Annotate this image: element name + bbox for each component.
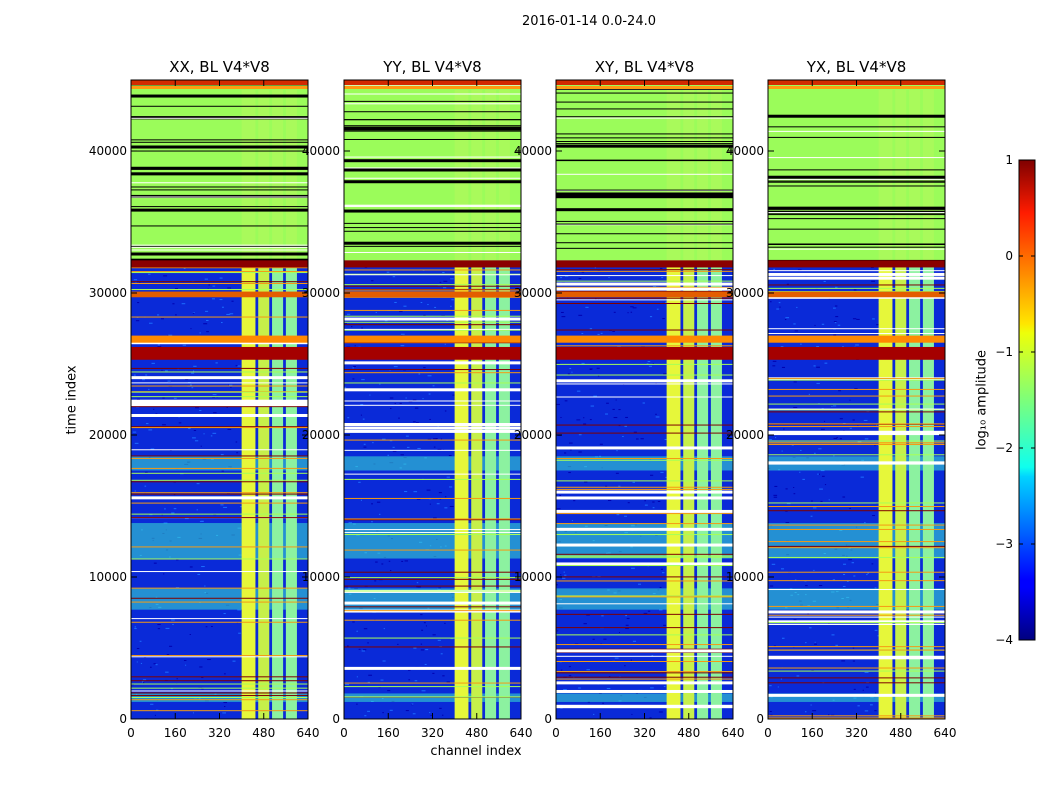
figure-title: 2016-01-14 0.0-24.0 <box>522 14 656 29</box>
panel-title-xx: XX, BL V4*V8 <box>169 58 270 76</box>
x-tick-label: 480 <box>677 726 700 740</box>
x-tick-label: 0 <box>764 726 772 740</box>
y-tick-label: 20000 <box>514 428 552 442</box>
x-tick-label: 480 <box>252 726 275 740</box>
x-tick-label: 160 <box>589 726 612 740</box>
colorbar-tick-label: −4 <box>995 633 1013 647</box>
panel-title-xy: XY, BL V4*V8 <box>594 58 695 76</box>
x-tick-label: 160 <box>801 726 824 740</box>
x-tick-label: 0 <box>127 726 135 740</box>
x-tick-label: 160 <box>377 726 400 740</box>
y-tick-label: 20000 <box>302 428 340 442</box>
y-tick-label: 10000 <box>302 570 340 584</box>
x-tick-label: 0 <box>340 726 348 740</box>
x-tick-label: 480 <box>889 726 912 740</box>
y-tick-label: 30000 <box>302 286 340 300</box>
y-tick-label: 0 <box>119 712 127 726</box>
y-tick-label: 0 <box>332 712 340 726</box>
y-tick-label: 10000 <box>726 570 764 584</box>
colorbar-gradient <box>1018 159 1036 641</box>
y-tick-label: 30000 <box>514 286 552 300</box>
heatmap-panels: 0 160 320 480 640 0 10000 20000 30000 40000 0 160 32… <box>89 79 957 740</box>
x-tick-label: 0 <box>552 726 560 740</box>
colorbar-ticks: −4 −3 −2 −1 0 1 <box>995 153 1035 647</box>
heatmap-panel-yx: 0 160 320 480 640 0 10000 20000 30000 40000 <box>726 79 957 740</box>
y-tick-label: 10000 <box>89 570 127 584</box>
y-tick-label: 20000 <box>726 428 764 442</box>
y-tick-label: 30000 <box>89 286 127 300</box>
y-tick-label: 30000 <box>726 286 764 300</box>
colorbar-tick-label: −3 <box>995 537 1013 551</box>
panel-title-yx: YX, BL V4*V8 <box>806 58 907 76</box>
colorbar-label: log₁₀ amplitude <box>974 349 990 451</box>
y-tick-label: 10000 <box>514 570 552 584</box>
x-tick-label: 640 <box>297 726 320 740</box>
y-tick-label: 40000 <box>89 144 127 158</box>
x-tick-label: 320 <box>208 726 231 740</box>
heatmap-panel-xy: 0 160 320 480 640 0 10000 20000 30000 40000 <box>514 79 745 740</box>
y-tick-label: 20000 <box>89 428 127 442</box>
colorbar-tick-label: 0 <box>1005 249 1013 263</box>
colorbar-tick-label: −1 <box>995 345 1013 359</box>
x-tick-label: 640 <box>934 726 957 740</box>
x-tick-label: 320 <box>845 726 868 740</box>
y-tick-label: 40000 <box>726 144 764 158</box>
x-tick-label: 640 <box>510 726 533 740</box>
heatmap-panel-yy: 0 160 320 480 640 0 10000 20000 30000 40000 <box>302 79 533 740</box>
colorbar-tick-label: 1 <box>1005 153 1013 167</box>
heatmap-panel-xx: 0 160 320 480 640 0 10000 20000 30000 40000 <box>89 79 320 740</box>
x-axis-label: channel index <box>430 744 522 759</box>
x-tick-label: 480 <box>465 726 488 740</box>
y-tick-label: 0 <box>756 712 764 726</box>
y-tick-label: 40000 <box>302 144 340 158</box>
x-tick-label: 320 <box>421 726 444 740</box>
y-axis-label: time index <box>64 365 80 435</box>
colorbar: −4 −3 −2 −1 0 1 <box>995 153 1036 647</box>
y-tick-label: 40000 <box>514 144 552 158</box>
x-tick-label: 640 <box>722 726 745 740</box>
panel-title-yy: YY, BL V4*V8 <box>383 58 482 76</box>
colorbar-tick-label: −2 <box>995 441 1013 455</box>
x-tick-label: 160 <box>164 726 187 740</box>
y-tick-label: 0 <box>544 712 552 726</box>
x-tick-label: 320 <box>633 726 656 740</box>
